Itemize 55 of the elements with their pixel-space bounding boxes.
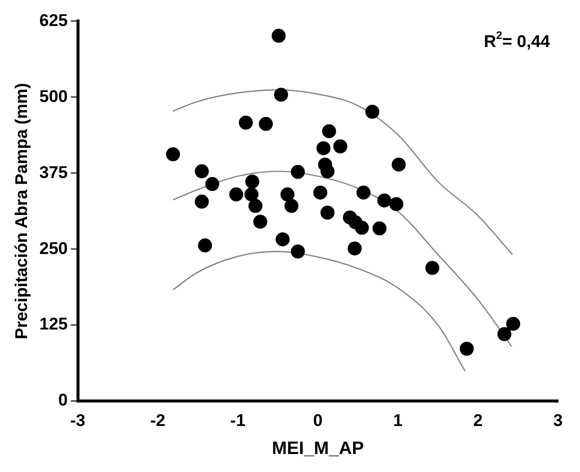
point [245, 174, 260, 189]
y-axis-title: Precipitación Abra Pampa (mm) [12, 82, 31, 340]
point [497, 327, 512, 342]
point [425, 260, 440, 275]
point [238, 116, 253, 130]
point [333, 139, 348, 154]
point [205, 177, 220, 192]
point [377, 193, 392, 208]
x-tick-label: -2 [150, 410, 166, 430]
point [316, 141, 330, 156]
point [372, 221, 387, 236]
point [229, 187, 244, 202]
point [313, 186, 328, 200]
x-tick-label: 1 [393, 410, 403, 430]
x-tick-label: 3 [553, 410, 563, 430]
line-series [172, 250, 466, 372]
point [276, 232, 290, 246]
point [272, 28, 286, 43]
point [322, 124, 336, 138]
y-tick-label: 0 [58, 390, 68, 410]
point [290, 244, 305, 259]
point [320, 206, 334, 220]
y-tick-label: 375 [39, 162, 68, 182]
point [248, 198, 262, 213]
point [284, 198, 298, 213]
point [354, 220, 369, 235]
x-tick-label: 2 [473, 410, 483, 430]
x-tick-label: -3 [70, 410, 86, 430]
point [194, 194, 209, 209]
y-tick-label: 625 [39, 10, 68, 30]
x-tick-label: 0 [313, 410, 323, 430]
point [198, 238, 212, 252]
y-tick-label: 250 [39, 238, 68, 258]
x-axis-title: MEI_M_AP [272, 438, 364, 458]
point [356, 186, 371, 200]
point [365, 104, 380, 119]
point [166, 147, 180, 162]
point [253, 214, 268, 229]
y-tick-label: 500 [39, 86, 68, 106]
point [348, 241, 362, 256]
point [194, 164, 209, 178]
point [506, 316, 520, 331]
point [320, 164, 334, 178]
point [290, 164, 305, 179]
point [389, 197, 404, 212]
line-series [172, 89, 513, 256]
y-tick-label: 125 [39, 314, 68, 334]
point [460, 342, 474, 356]
point [392, 158, 406, 172]
point [258, 116, 273, 131]
point [280, 187, 294, 202]
point [244, 187, 258, 202]
x-tick-label: -1 [230, 410, 246, 430]
point [274, 88, 288, 102]
line-series [172, 170, 512, 347]
